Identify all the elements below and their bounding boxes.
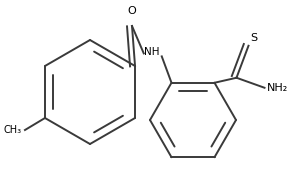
Text: O: O — [128, 6, 136, 16]
Text: CH₃: CH₃ — [4, 125, 22, 135]
Text: NH₂: NH₂ — [267, 83, 288, 93]
Text: NH: NH — [144, 47, 160, 57]
Text: S: S — [250, 33, 257, 43]
